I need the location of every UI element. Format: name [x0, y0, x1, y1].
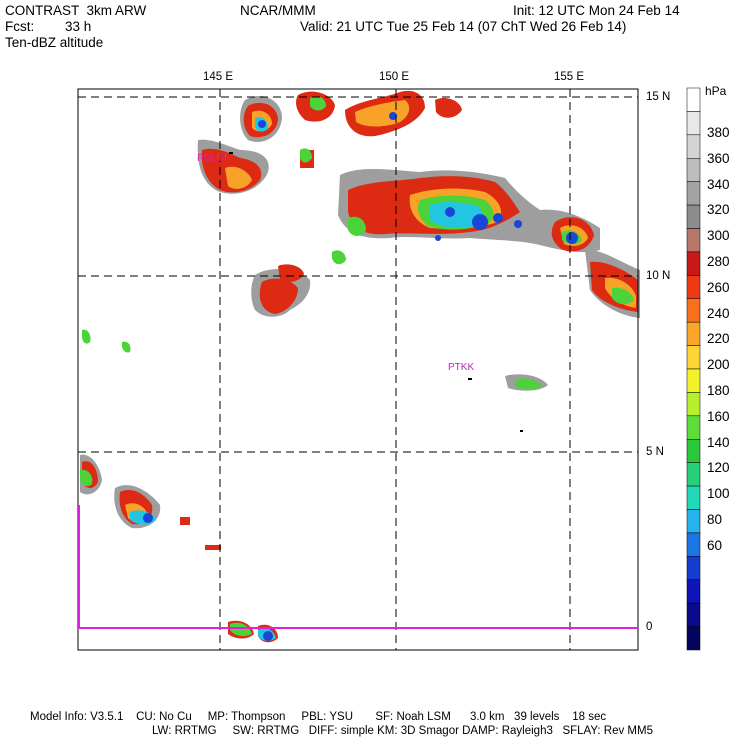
colorbar-swatch [686, 251, 701, 276]
colorbar-swatch [686, 439, 701, 463]
colorbar-swatch [686, 509, 701, 534]
colorbar-swatch [686, 579, 701, 604]
colorbar-label: 120 [707, 460, 730, 476]
colorbar-label: 220 [707, 331, 730, 347]
init-time: Init: 12 UTC Mon 24 Feb 14 [513, 3, 680, 18]
colorbar-swatch [686, 228, 701, 253]
colorbar-swatch [686, 87, 701, 112]
station-markers [229, 152, 523, 432]
domain-boundary-line [78, 505, 638, 629]
lat-label-15n: 15 N [646, 91, 671, 103]
colorbar-swatch [686, 111, 701, 136]
colorbar-label: 380 [707, 125, 730, 140]
colorbar-label: 80 [707, 512, 723, 527]
colorbar-label: 180 [707, 383, 730, 398]
colorbar-label: 140 [707, 434, 730, 450]
colorbar-swatch [686, 321, 701, 346]
colorbar-swatch [686, 626, 701, 651]
valid-time: Valid: 21 UTC Tue 25 Feb 14 (07 ChT Wed … [300, 19, 627, 34]
forecast-hour: 33 h [65, 19, 92, 34]
colorbar-label: 320 [707, 202, 730, 218]
lon-label-150e: 150 E [379, 71, 410, 83]
colorbar-unit: hPa [705, 84, 727, 98]
colorbar-swatch [686, 392, 701, 417]
colorbar-label: 340 [707, 176, 730, 192]
field-name: Ten-dBZ altitude [5, 35, 104, 50]
colorbar-swatch [686, 368, 701, 393]
colorbar-label: 60 [707, 537, 723, 553]
echo-blue-layer [143, 112, 578, 641]
model-title: CONTRAST 3km ARW [5, 3, 147, 18]
lat-label-5n: 5 N [646, 446, 664, 458]
colorbar-label: 300 [707, 228, 730, 244]
forecast-label: Fcst: [5, 19, 35, 34]
lat-label-0: 0 [646, 621, 653, 633]
colorbar [686, 87, 701, 651]
colorbar-swatch [686, 462, 701, 487]
colorbar-label: 240 [707, 305, 730, 321]
colorbar-swatch [686, 532, 701, 557]
colorbar-swatch [686, 556, 701, 581]
center-name: NCAR/MMM [240, 3, 316, 18]
colorbar-label: 260 [707, 279, 730, 295]
colorbar-label: 200 [707, 357, 730, 373]
lon-label-155e: 155 E [554, 71, 585, 83]
map-frame [77, 88, 639, 651]
echo-shadow-layer [80, 96, 640, 529]
colorbar-label: 160 [707, 408, 730, 424]
colorbar-label: 100 [707, 486, 730, 502]
colorbar-swatch [686, 298, 701, 323]
lat-lon-grid [78, 89, 638, 650]
colorbar-swatch [686, 485, 701, 510]
model-info-line-1: Model Info: V3.5.1 CU: No Cu MP: Thompso… [30, 711, 607, 723]
colorbar-swatch [686, 602, 701, 627]
station-label-ptkk: PTKK [448, 362, 474, 373]
colorbar-swatch [686, 134, 701, 159]
colorbar-swatch [686, 204, 701, 229]
colorbar-swatch [686, 345, 701, 370]
colorbar-label: 280 [707, 254, 730, 269]
colorbar-swatch [686, 181, 701, 206]
lon-label-145e: 145 E [203, 71, 234, 83]
model-info-line-2: LW: RRTMG SW: RRTMG DIFF: simple KM: 3D … [152, 725, 653, 737]
colorbar-label: 360 [707, 150, 730, 166]
colorbar-swatch [686, 275, 701, 299]
colorbar-swatch [686, 415, 701, 440]
colorbar-swatch [686, 158, 701, 182]
station-label-pgum: PGUM [197, 153, 227, 164]
lat-label-10n: 10 N [646, 270, 671, 282]
